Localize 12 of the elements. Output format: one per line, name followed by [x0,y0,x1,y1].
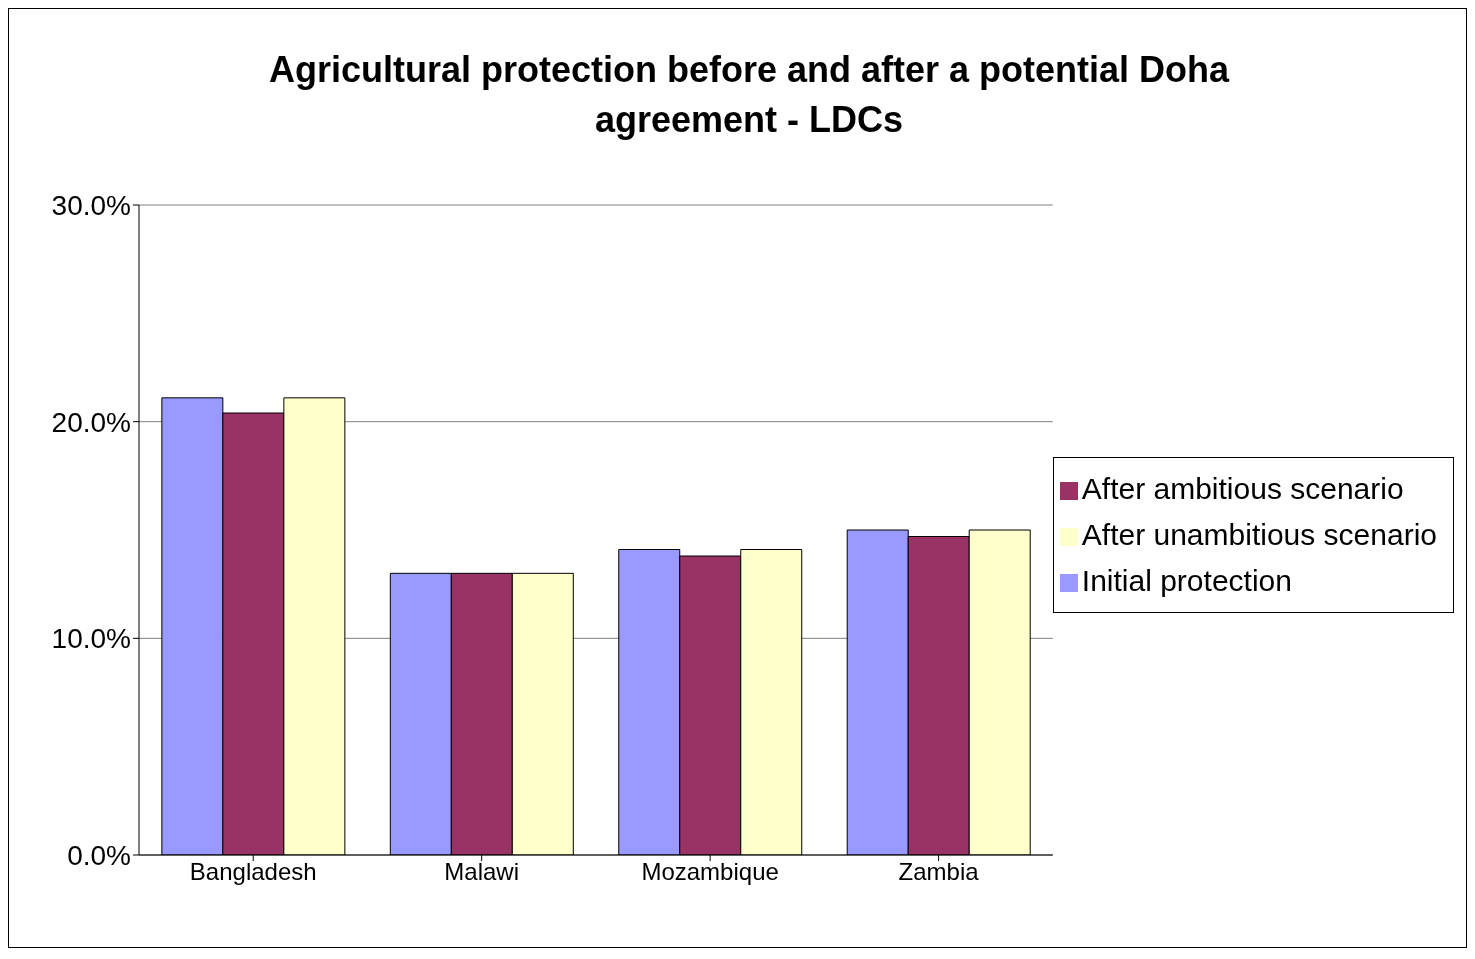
x-tick-label: Mozambique [641,858,779,886]
legend-label: After ambitious scenario [1081,472,1404,505]
legend-label: Initial protection [1081,564,1292,597]
y-tick-label: 10.0% [51,623,131,655]
y-tick-label: 30.0% [51,189,131,221]
legend-label: After unambitious scenario [1081,518,1437,551]
x-tick-label: Zambia [898,858,980,886]
y-tick-label: 20.0% [51,406,131,438]
x-tick-label: Bangladesh [189,858,317,886]
x-tick-label: Malawi [444,858,520,886]
chart-title: Agricultural protection before and after a potential Doha agreement - LDCs [267,48,1231,142]
y-tick-label: 0.0% [67,839,131,871]
